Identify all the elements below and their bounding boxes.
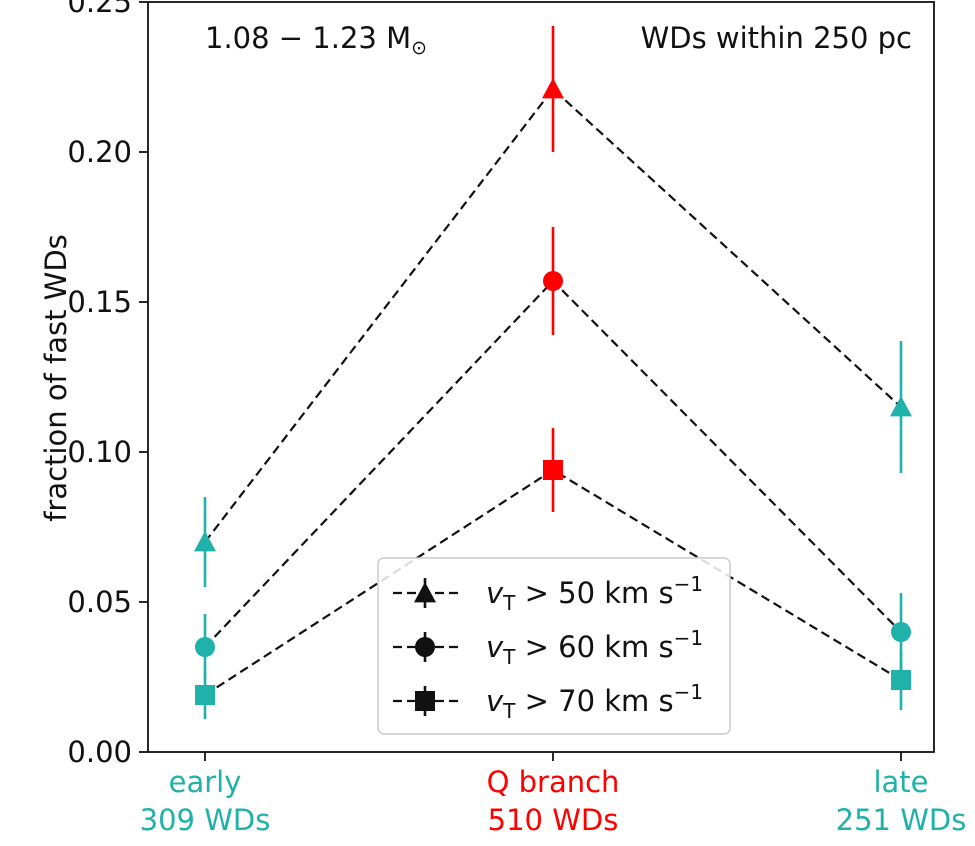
y-axis: 0.00 0.05 0.10 0.15 0.20 0.25 — [67, 0, 148, 769]
legend-entry: vT > 70 km s−1 — [393, 680, 703, 723]
mass-range-text: 1.08 − 1.23 M — [205, 21, 411, 55]
sun-symbol: ⊙ — [411, 37, 427, 59]
x-axis: early 309 WDs Q branch 510 WDs late 251 WDs — [140, 752, 967, 837]
legend-label: vT > 50 km s−1 — [486, 572, 703, 615]
x-category-count: 510 WDs — [488, 803, 619, 837]
legend-marker — [415, 691, 435, 711]
data-point — [195, 685, 215, 705]
x-category-label: Q branch — [487, 765, 620, 799]
data-point — [542, 78, 564, 99]
legend-box — [377, 557, 731, 735]
y-tick-label: 0.15 — [67, 285, 132, 319]
series-layer — [194, 26, 912, 719]
data-point — [891, 670, 911, 690]
legend-label: vT > 60 km s−1 — [486, 626, 703, 669]
series-square — [195, 428, 911, 719]
y-tick-label: 0.10 — [67, 435, 132, 469]
x-category-count: 309 WDs — [140, 803, 271, 837]
y-tick-label: 0.00 — [67, 735, 132, 769]
legend-label: vT > 70 km s−1 — [486, 680, 703, 723]
y-tick-label: 0.25 — [67, 0, 132, 19]
data-point — [195, 637, 215, 657]
data-point — [891, 622, 911, 642]
legend-entry: vT > 50 km s−1 — [393, 572, 703, 615]
x-category-label: late — [873, 765, 928, 799]
series-line — [204, 87, 902, 543]
sample-annotation: WDs within 250 pc — [641, 21, 912, 55]
legend-marker — [415, 637, 435, 657]
y-tick-label: 0.20 — [67, 135, 132, 169]
legend-marker — [414, 582, 436, 603]
legend-entry: vT > 60 km s−1 — [393, 626, 703, 669]
legend: vT > 50 km s−1 vT > 60 km s−1 vT > 70 km s… — [377, 557, 731, 735]
data-point — [194, 531, 216, 552]
y-tick-label: 0.05 — [67, 585, 132, 619]
series-triangle — [194, 26, 912, 587]
data-point — [890, 396, 912, 417]
data-point — [543, 271, 563, 291]
data-point — [543, 460, 563, 480]
y-axis-title: fraction of fast WDs — [39, 234, 73, 522]
x-category-label: early — [169, 765, 242, 799]
plot-area-frame — [147, 1, 935, 753]
series-circle — [195, 227, 911, 680]
x-category-count: 251 WDs — [836, 803, 967, 837]
mass-range-annotation: 1.08 − 1.23 M⊙ — [205, 21, 427, 59]
